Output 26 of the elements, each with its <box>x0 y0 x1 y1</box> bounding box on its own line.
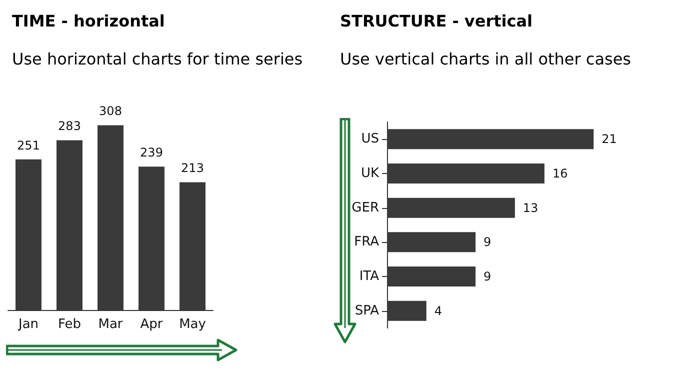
chart-title: TIME - horizontal <box>12 12 165 30</box>
data-label: 9 <box>484 270 492 284</box>
data-label: 16 <box>552 166 568 180</box>
data-label: 213 <box>181 161 204 176</box>
x-tick-label: Mar <box>98 317 124 332</box>
y-tick-label: ITA <box>359 269 380 284</box>
data-label: 4 <box>434 304 442 318</box>
data-label: 239 <box>140 146 163 160</box>
y-tick-label: FRA <box>354 234 380 250</box>
x-tick-label: Feb <box>58 317 82 332</box>
data-label: 308 <box>99 104 122 118</box>
data-label: 9 <box>484 235 492 250</box>
data-label: 21 <box>602 132 617 146</box>
chart-title: STRUCTURE - vertical <box>340 12 532 30</box>
x-tick-label: May <box>179 317 206 332</box>
chart-subtitle: Use vertical charts in all other cases <box>340 50 632 68</box>
data-label: 283 <box>58 119 81 134</box>
x-tick-label: Jan <box>17 317 39 332</box>
y-tick-label: US <box>361 132 379 147</box>
x-tick-label: Apr <box>140 317 164 332</box>
data-label: 251 <box>17 138 40 152</box>
data-label: 13 <box>522 200 538 215</box>
y-tick-label: GER <box>352 200 379 216</box>
y-tick-label: UK <box>360 166 380 181</box>
chart-subtitle: Use horizontal charts for time series <box>12 50 303 68</box>
y-tick-label: SPA <box>354 303 380 318</box>
